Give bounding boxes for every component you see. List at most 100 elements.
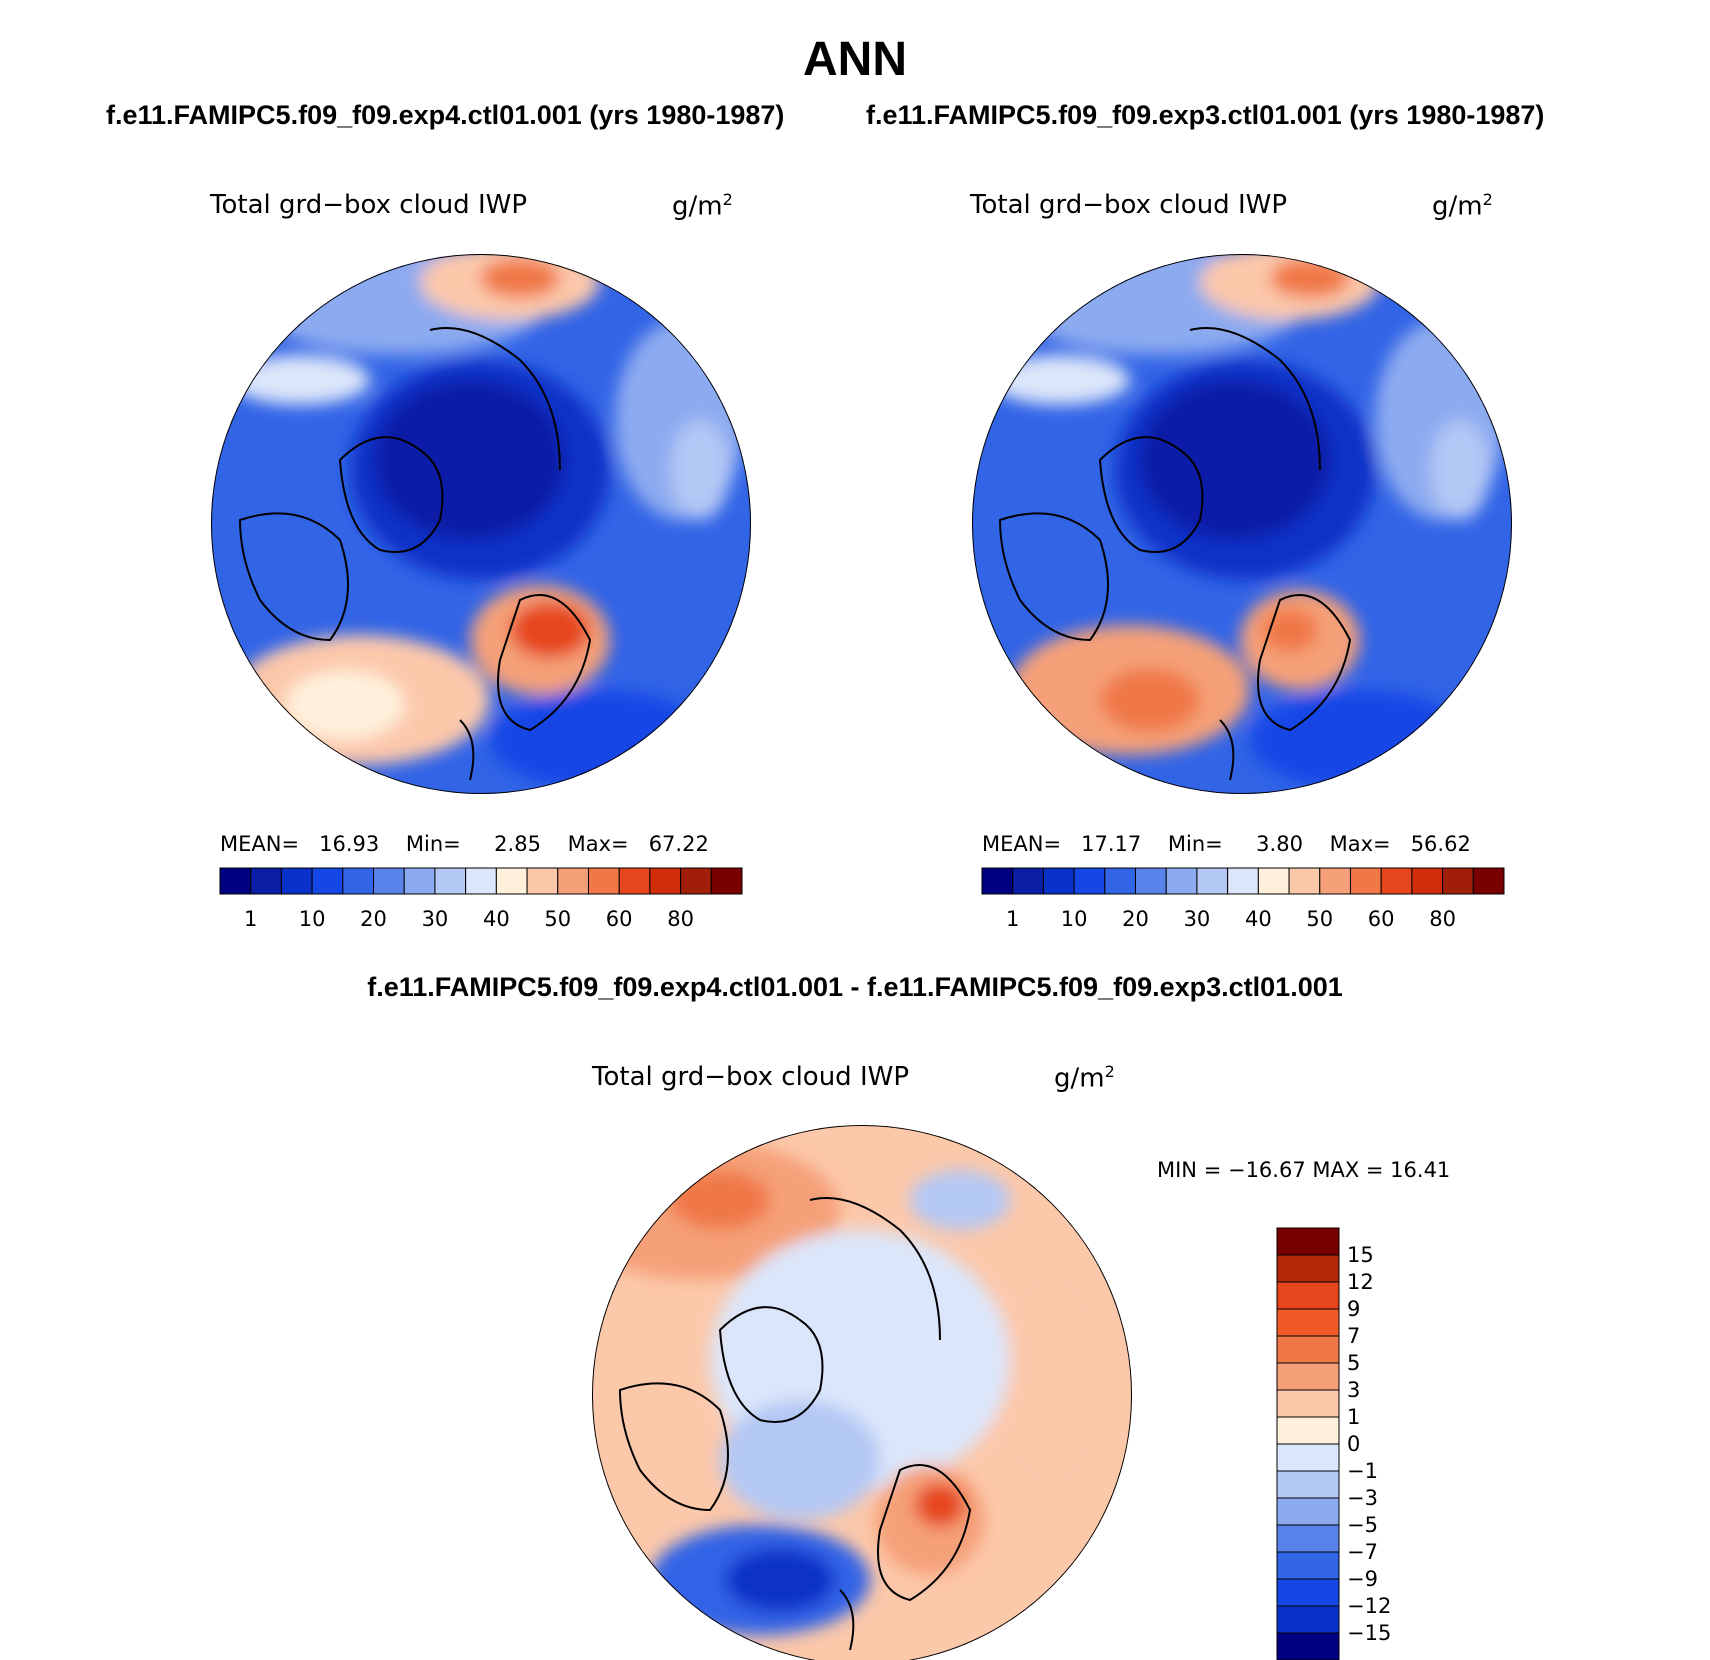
colorbar-tick-label: −1 bbox=[1347, 1459, 1378, 1483]
panel3-minmax: MIN = −16.67 MAX = 16.41 bbox=[1157, 1158, 1451, 1182]
colorbar-swatch bbox=[1276, 1632, 1340, 1660]
panel1-colorbar: 1 10 20 30 40 50 60 80 bbox=[219, 867, 743, 931]
colorbar-swatch bbox=[495, 867, 528, 895]
colorbar-tick-label: 40 bbox=[483, 907, 510, 931]
colorbar-swatch bbox=[680, 867, 712, 895]
colorbar-swatch bbox=[1196, 867, 1229, 895]
colorbar-swatch bbox=[1276, 1578, 1340, 1607]
case2-title: f.e11.FAMIPC5.f09_f09.exp3.ctl01.001 (yr… bbox=[866, 100, 1545, 130]
colorbar-swatch bbox=[649, 867, 682, 895]
colorbar-swatch bbox=[1276, 1254, 1340, 1283]
panel3-colorbar: 15 12 9 7 5 3 1 0 −1 −3 −5 −7 −9 −12 −15 bbox=[1276, 1227, 1391, 1660]
colorbar-swatch bbox=[1276, 1551, 1340, 1580]
colorbar-swatch bbox=[1257, 867, 1290, 895]
colorbar-tick-label: 0 bbox=[1347, 1432, 1360, 1456]
colorbar-tick-label: 5 bbox=[1347, 1351, 1360, 1375]
colorbar-swatch bbox=[1276, 1416, 1340, 1445]
colorbar-tick-label: 30 bbox=[1184, 907, 1211, 931]
colorbar-tick-label: 60 bbox=[606, 907, 633, 931]
colorbar-tick-label: 60 bbox=[1368, 907, 1395, 931]
colorbar-tick-label: 12 bbox=[1347, 1270, 1374, 1294]
colorbar-swatch bbox=[526, 867, 559, 895]
colorbar-swatch bbox=[1472, 867, 1505, 895]
colorbar-tick-label: 15 bbox=[1347, 1243, 1374, 1267]
colorbar-swatch bbox=[981, 867, 1014, 895]
colorbar-swatch bbox=[250, 867, 282, 895]
colorbar-swatch bbox=[618, 867, 651, 895]
panel1-variable-title: Total grd−box cloud IWP bbox=[210, 190, 528, 220]
panel2-colorbar: 1 10 20 30 40 50 60 80 bbox=[981, 867, 1505, 931]
panel3-variable-title: Total grd−box cloud IWP bbox=[592, 1062, 910, 1092]
colorbar-swatch bbox=[1319, 867, 1351, 895]
colorbar-swatch bbox=[1349, 867, 1382, 895]
colorbar-swatch bbox=[219, 867, 252, 895]
colorbar-tick-label: 3 bbox=[1347, 1378, 1360, 1402]
colorbar-tick-label: 40 bbox=[1245, 907, 1272, 931]
colorbar-swatch bbox=[1411, 867, 1444, 895]
colorbar-tick-label: 1 bbox=[244, 907, 257, 931]
figure-title: ANN bbox=[803, 33, 907, 86]
panel3-map bbox=[592, 1125, 1132, 1660]
colorbar-tick-label: 50 bbox=[1306, 907, 1333, 931]
colorbar-swatch bbox=[1442, 867, 1474, 895]
colorbar-tick-label: 9 bbox=[1347, 1297, 1360, 1321]
colorbar-swatch bbox=[1276, 1362, 1340, 1391]
colorbar-tick-label: 10 bbox=[1061, 907, 1088, 931]
colorbar-tick-label: −7 bbox=[1347, 1540, 1378, 1564]
colorbar-swatch bbox=[587, 867, 620, 895]
colorbar-tick-label: 20 bbox=[360, 907, 387, 931]
colorbar-swatch bbox=[1276, 1497, 1340, 1526]
colorbar-swatch bbox=[1276, 1470, 1340, 1499]
colorbar-tick-label: 80 bbox=[1429, 907, 1456, 931]
colorbar-swatch bbox=[1276, 1281, 1340, 1310]
colorbar-swatch bbox=[1380, 867, 1413, 895]
colorbar-swatch bbox=[403, 867, 436, 895]
case1-title: f.e11.FAMIPC5.f09_f09.exp4.ctl01.001 (yr… bbox=[106, 100, 785, 130]
diff-title: f.e11.FAMIPC5.f09_f09.exp4.ctl01.001 - f… bbox=[367, 972, 1343, 1002]
colorbar-tick-label: −12 bbox=[1347, 1594, 1391, 1618]
colorbar-tick-label: 1 bbox=[1347, 1405, 1360, 1429]
colorbar-swatch bbox=[373, 867, 405, 895]
colorbar-swatch bbox=[1135, 867, 1167, 895]
panel2-variable-title: Total grd−box cloud IWP bbox=[970, 190, 1288, 220]
colorbar-tick-label: 10 bbox=[299, 907, 326, 931]
colorbar-swatch bbox=[1165, 867, 1198, 895]
colorbar-swatch bbox=[710, 867, 743, 895]
colorbar-swatch bbox=[1288, 867, 1321, 895]
panel1-units: g/m2 bbox=[672, 190, 733, 222]
colorbar-swatch bbox=[1276, 1605, 1340, 1634]
colorbar-tick-label: −15 bbox=[1347, 1621, 1391, 1645]
colorbar-swatch bbox=[1042, 867, 1075, 895]
colorbar-tick-label: −9 bbox=[1347, 1567, 1378, 1591]
colorbar-swatch bbox=[280, 867, 313, 895]
colorbar-swatch bbox=[342, 867, 375, 895]
colorbar-swatch bbox=[1276, 1524, 1340, 1553]
panel1-stats: MEAN= 16.93 Min= 2.85 Max= 67.22 bbox=[220, 832, 709, 856]
colorbar-tick-label: −3 bbox=[1347, 1486, 1378, 1510]
panel2-units: g/m2 bbox=[1432, 190, 1493, 222]
colorbar-tick-label: 20 bbox=[1122, 907, 1149, 931]
panel2-stats: MEAN= 17.17 Min= 3.80 Max= 56.62 bbox=[982, 832, 1471, 856]
colorbar-swatch bbox=[465, 867, 497, 895]
colorbar-swatch bbox=[1012, 867, 1044, 895]
colorbar-swatch bbox=[1276, 1443, 1340, 1472]
colorbar-tick-label: 50 bbox=[544, 907, 571, 931]
panel1-map bbox=[211, 254, 751, 794]
colorbar-swatch bbox=[557, 867, 589, 895]
colorbar-swatch bbox=[1276, 1308, 1340, 1337]
colorbar-swatch bbox=[1276, 1389, 1340, 1418]
panel3-units: g/m2 bbox=[1054, 1062, 1115, 1094]
colorbar-tick-label: 30 bbox=[422, 907, 449, 931]
colorbar-swatch bbox=[1276, 1227, 1340, 1256]
colorbar-swatch bbox=[311, 867, 344, 895]
colorbar-tick-label: 1 bbox=[1006, 907, 1019, 931]
colorbar-tick-label: −5 bbox=[1347, 1513, 1378, 1537]
colorbar-swatch bbox=[434, 867, 467, 895]
colorbar-swatch bbox=[1276, 1335, 1340, 1364]
colorbar-tick-label: 7 bbox=[1347, 1324, 1360, 1348]
colorbar-swatch bbox=[1073, 867, 1106, 895]
colorbar-tick-label: 80 bbox=[667, 907, 694, 931]
colorbar-swatch bbox=[1104, 867, 1137, 895]
panel2-map bbox=[972, 254, 1512, 794]
